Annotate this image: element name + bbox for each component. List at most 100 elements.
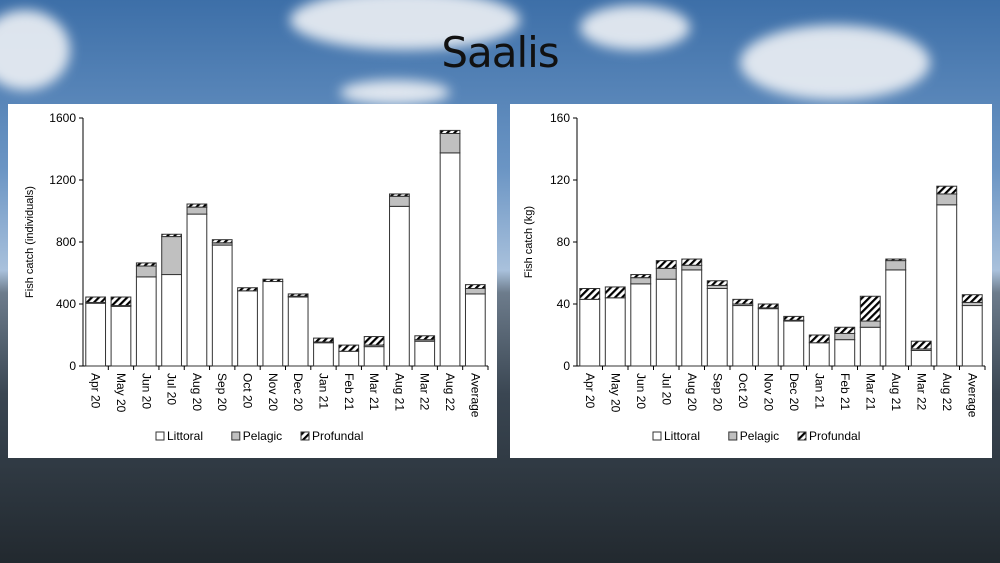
x-tick-label: May 20	[114, 373, 128, 413]
bar-profundal	[313, 337, 334, 343]
x-tick-label: Oct 20	[736, 373, 750, 409]
legend-swatch-pelagic	[231, 431, 241, 441]
y-tick-label: 1600	[49, 111, 76, 125]
x-tick-label: Mar 22	[418, 373, 432, 411]
bar-profundal	[859, 295, 881, 322]
x-tick-label: Nov 20	[266, 373, 280, 411]
x-tick-label: Mar 21	[863, 373, 877, 411]
bar-profundal	[338, 344, 360, 352]
bar-littoral	[363, 346, 385, 367]
cloud	[580, 5, 690, 50]
x-tick-label: Feb 21	[838, 373, 852, 411]
bar-littoral	[237, 290, 258, 367]
legend-label-pelagic: Pelagic	[243, 429, 282, 443]
bar-profundal	[757, 303, 779, 309]
bar-profundal	[579, 288, 601, 300]
chart-kg: 0 40 80 120 160 Fish catch (kg) Apr 20 May 20 Ju…	[523, 111, 986, 443]
x-tick-label: Aug 22	[443, 373, 457, 411]
y-axis-label: Fish catch (kg)	[523, 206, 535, 278]
bar-profundal	[439, 129, 461, 134]
x-tick-label: Mar 21	[367, 373, 381, 411]
bar-littoral	[186, 213, 208, 367]
bar-profundal	[186, 203, 208, 208]
bar-profundal	[885, 258, 907, 262]
bar-profundal	[706, 280, 728, 286]
bar-profundal	[135, 262, 157, 267]
bar-profundal	[287, 293, 309, 297]
y-tick-label: 160	[550, 111, 570, 125]
bar-littoral	[579, 298, 601, 367]
bar-littoral	[630, 283, 652, 367]
bar-pelagic	[834, 332, 856, 341]
bar-littoral	[681, 269, 703, 367]
x-tick-label: Mar 22	[914, 373, 928, 411]
bar-profundal	[910, 340, 932, 350]
legend-swatch-pelagic	[728, 431, 738, 441]
bar-profundal	[630, 274, 652, 279]
legend-swatch-littoral	[155, 431, 165, 441]
bar-profundal	[961, 294, 983, 303]
x-tick-label: Jun 20	[634, 373, 648, 409]
cloud	[740, 25, 930, 100]
bar-littoral	[732, 305, 754, 367]
bar-pelagic	[936, 193, 958, 206]
bar-profundal	[414, 335, 436, 341]
x-tick-label: Jul 20	[165, 373, 179, 405]
bar-profundal	[464, 284, 486, 289]
x-tick-label: Nov 20	[761, 373, 775, 411]
x-tick-label: Jul 20	[659, 373, 673, 405]
bar-littoral	[110, 305, 132, 367]
bar-littoral	[262, 281, 284, 367]
bar-littoral	[885, 269, 907, 367]
bar-littoral	[834, 339, 856, 367]
x-tick-label: Aug 21	[889, 373, 903, 411]
cloud	[290, 0, 520, 50]
bar-pelagic	[464, 288, 486, 295]
x-tick-label: Apr 20	[583, 373, 597, 409]
bar-pelagic	[161, 236, 182, 276]
bar-littoral	[389, 205, 410, 367]
x-tick-label: Aug 21	[392, 373, 406, 411]
legend-swatch-profundal	[300, 431, 310, 441]
bar-pelagic	[186, 206, 208, 215]
bar-profundal	[655, 260, 677, 269]
y-tick-label: 120	[550, 173, 570, 187]
bar-littoral	[783, 320, 805, 367]
bar-profundal	[783, 315, 805, 321]
legend-label-littoral: Littoral	[664, 429, 700, 443]
bar-profundal	[211, 239, 233, 244]
bar-profundal	[237, 287, 258, 292]
bar-pelagic	[859, 320, 881, 328]
x-tick-label: Oct 20	[241, 373, 255, 409]
bar-pelagic	[885, 260, 907, 271]
slide-title: Saalis	[441, 28, 559, 77]
y-tick-label: 0	[69, 359, 76, 373]
y-tick-label: 1200	[49, 173, 76, 187]
bar-littoral	[936, 204, 958, 367]
y-tick-label: 80	[557, 235, 571, 249]
bar-profundal	[85, 296, 107, 303]
bar-pelagic	[135, 265, 157, 278]
x-tick-label: Average	[468, 373, 482, 418]
x-tick-label: May 20	[608, 373, 622, 413]
chart-individuals: 0 400 800 1200 1600 Fish catch (individuals) A…	[24, 111, 489, 443]
x-tick-label: Jun 20	[139, 373, 153, 409]
bar-littoral	[85, 302, 107, 367]
y-tick-label: 800	[56, 235, 76, 249]
bar-littoral	[859, 326, 881, 367]
bar-pelagic	[439, 133, 461, 154]
bar-profundal	[110, 296, 132, 307]
legend-label-profundal: Profundal	[312, 429, 363, 443]
bar-profundal	[732, 298, 754, 305]
bar-profundal	[604, 286, 626, 299]
bar-littoral	[439, 152, 461, 367]
bar-pelagic	[389, 195, 410, 207]
chart-panel-kg: 0 40 80 120 160 Fish catch (kg) Apr 20 May 20 Ju…	[510, 104, 992, 458]
bar-profundal	[936, 185, 958, 195]
bar-littoral	[757, 308, 779, 367]
bar-littoral	[706, 288, 728, 367]
cloud	[340, 80, 450, 105]
bar-profundal	[262, 278, 284, 283]
x-tick-label: Jan 21	[316, 373, 330, 409]
legend-label-pelagic: Pelagic	[740, 429, 779, 443]
